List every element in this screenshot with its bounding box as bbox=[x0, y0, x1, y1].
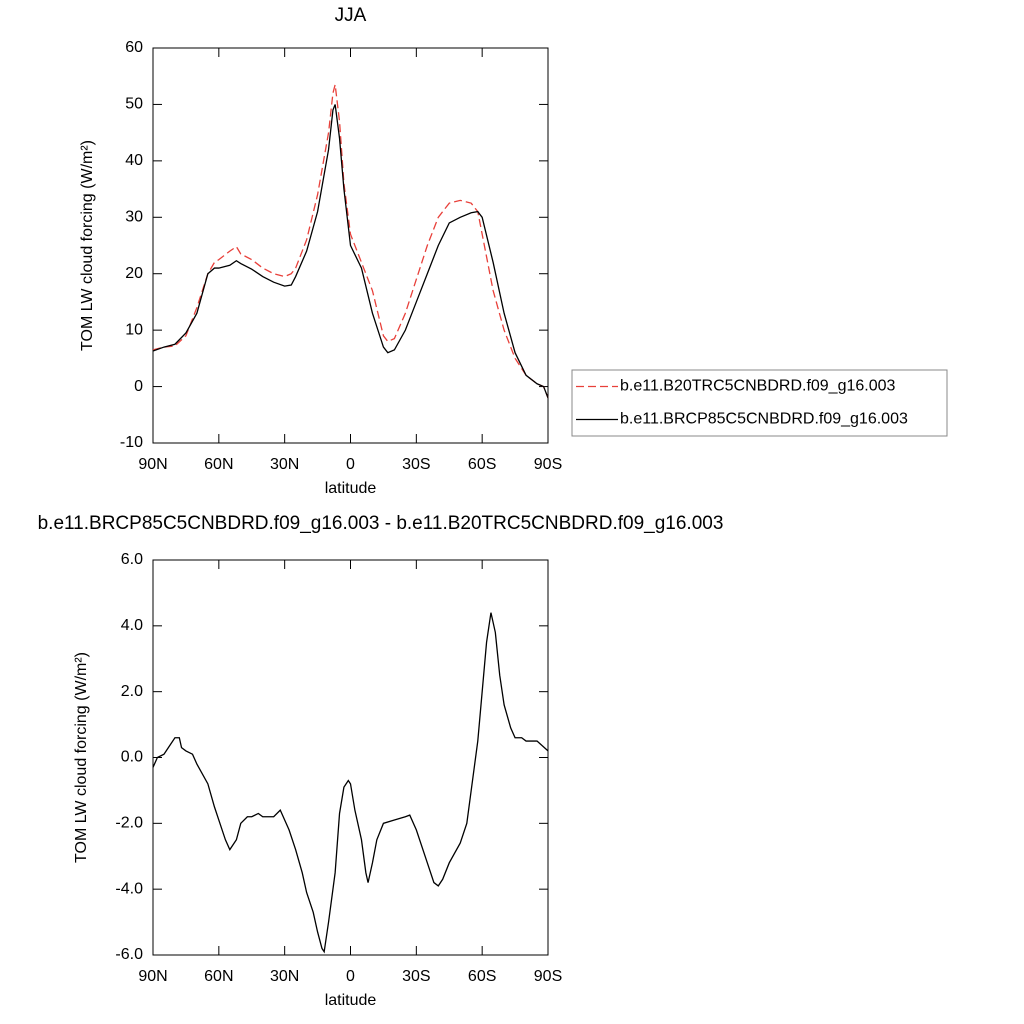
y-tick-label: 2.0 bbox=[121, 683, 143, 700]
y-tick-label: 10 bbox=[125, 321, 143, 338]
y-tick-label: 0.0 bbox=[121, 749, 143, 766]
x-tick-label: 60N bbox=[204, 968, 233, 985]
data-line bbox=[152, 104, 549, 399]
y-tick-label: 60 bbox=[125, 39, 143, 56]
x-tick-label: 60N bbox=[204, 456, 233, 473]
plot-frame bbox=[152, 559, 549, 956]
x-tick-label: 90N bbox=[138, 456, 167, 473]
legend-label: b.e11.B20TRC5CNBDRD.f09_g16.003 bbox=[620, 378, 896, 395]
y-tick-label: 40 bbox=[125, 152, 143, 169]
y-tick-label: 0 bbox=[134, 378, 143, 395]
x-tick-label: 90N bbox=[138, 968, 167, 985]
x-axis-label: latitude bbox=[325, 480, 377, 497]
y-axis-label: TOM LW cloud forcing (W/m²) bbox=[73, 652, 90, 863]
legend-label: b.e11.BRCP85C5CNBDRD.f09_g16.003 bbox=[620, 411, 908, 428]
chart-title: JJA bbox=[335, 5, 367, 26]
data-line bbox=[152, 612, 549, 954]
y-tick-label: -2.0 bbox=[115, 815, 143, 832]
x-tick-label: 30N bbox=[270, 456, 299, 473]
y-tick-label: -6.0 bbox=[115, 946, 143, 963]
y-tick-label: 6.0 bbox=[121, 551, 143, 568]
y-tick-label: 50 bbox=[125, 96, 143, 113]
x-tick-label: 90S bbox=[534, 456, 562, 473]
x-tick-label: 90S bbox=[534, 968, 562, 985]
y-tick-label: 4.0 bbox=[121, 617, 143, 634]
chart-title: b.e11.BRCP85C5CNBDRD.f09_g16.003 - b.e11… bbox=[38, 513, 724, 534]
y-axis-label: TOM LW cloud forcing (W/m²) bbox=[79, 140, 96, 351]
x-tick-label: 0 bbox=[346, 968, 355, 985]
x-tick-label: 60S bbox=[468, 968, 496, 985]
y-tick-label: -10 bbox=[120, 434, 143, 451]
x-tick-label: 60S bbox=[468, 456, 496, 473]
x-tick-label: 30S bbox=[402, 968, 430, 985]
x-tick-label: 30N bbox=[270, 968, 299, 985]
x-axis-label: latitude bbox=[325, 992, 377, 1009]
y-tick-label: 30 bbox=[125, 209, 143, 226]
data-line bbox=[152, 84, 549, 399]
x-tick-label: 0 bbox=[346, 456, 355, 473]
y-tick-label: -4.0 bbox=[115, 880, 143, 897]
legend-box bbox=[571, 369, 948, 437]
x-tick-label: 30S bbox=[402, 456, 430, 473]
y-tick-label: 20 bbox=[125, 265, 143, 282]
